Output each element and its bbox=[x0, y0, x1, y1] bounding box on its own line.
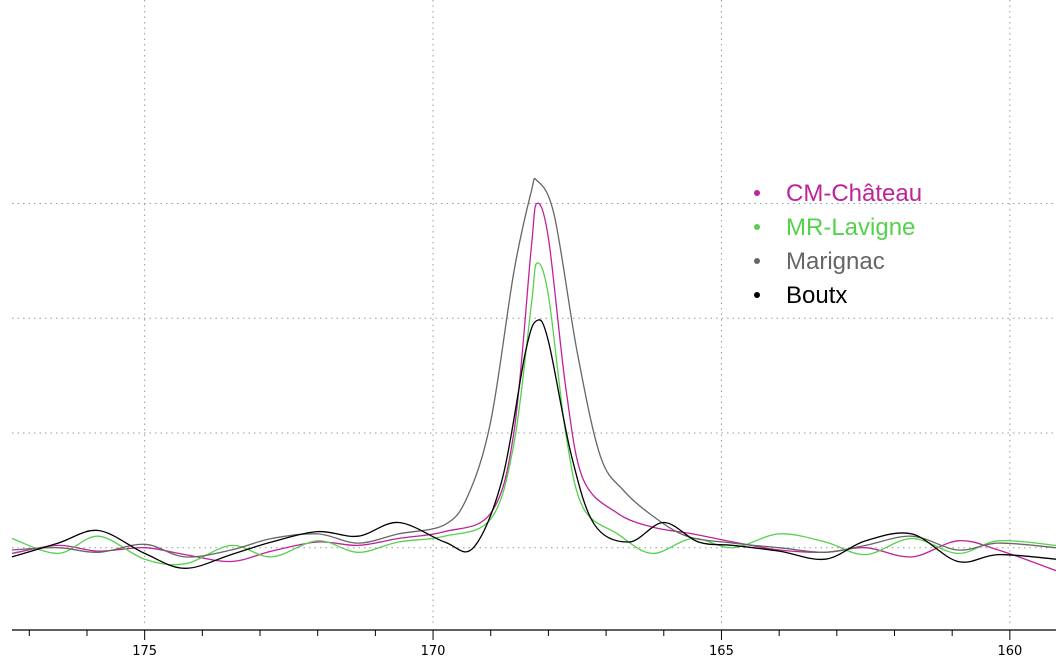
x-tick-label: 165 bbox=[709, 644, 734, 659]
spectrum-lines bbox=[11, 177, 1056, 572]
legend-label: MR-Lavigne bbox=[786, 214, 915, 241]
legend-label: Marignac bbox=[786, 248, 885, 275]
series-line-mr-lavigne bbox=[11, 262, 1056, 566]
legend-label: Boutx bbox=[786, 282, 847, 309]
legend-bullet-icon bbox=[754, 190, 760, 196]
x-tick-label: 170 bbox=[421, 644, 446, 659]
legend-bullet-icon bbox=[754, 258, 760, 264]
x-tick-label: 160 bbox=[997, 644, 1022, 659]
legend-bullet-icon bbox=[754, 224, 760, 230]
x-axis: 175 170 165 160 bbox=[12, 629, 1056, 659]
grid bbox=[12, 0, 1056, 626]
legend-label: CM-Château bbox=[786, 180, 922, 207]
series-line-cm-ch-teau bbox=[11, 202, 1056, 572]
series-line-marignac bbox=[11, 177, 1056, 558]
x-tick-label: 175 bbox=[132, 644, 157, 659]
series-line-boutx bbox=[11, 319, 1056, 569]
legend-bullet-icon bbox=[754, 292, 760, 298]
legend: CM-Château MR-Lavigne Marignac Boutx bbox=[754, 180, 922, 309]
